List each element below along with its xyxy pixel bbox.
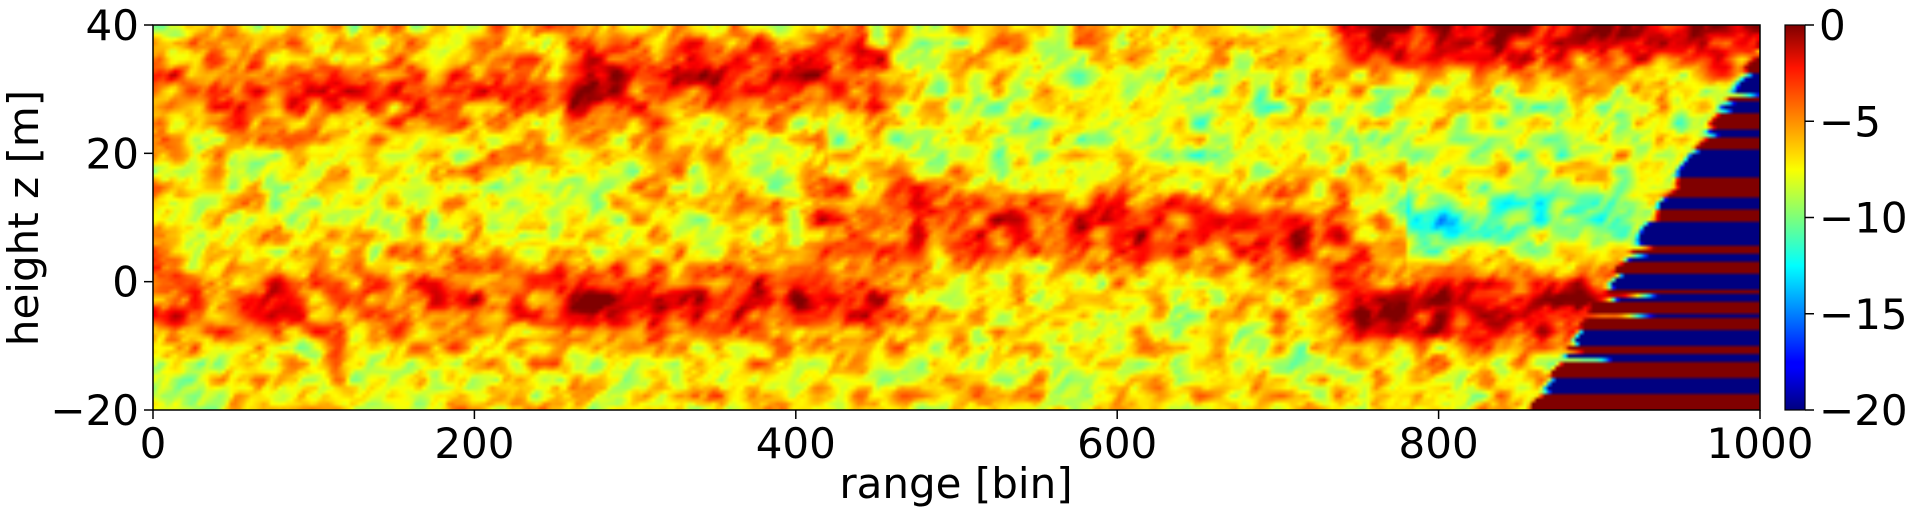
colorbar-tick-label: −10 (1819, 194, 1907, 243)
colorbar-ticks: 0 −5 −10 −15 −20 (1805, 1, 1907, 435)
x-tick-label: 0 (140, 419, 167, 468)
colorbar-tick-label: 0 (1819, 1, 1846, 50)
x-axis-label: range [bin] (839, 459, 1072, 508)
y-tick-label: 20 (86, 129, 139, 178)
colorbar-tick-label: −15 (1819, 290, 1907, 339)
x-tick-label: 600 (1077, 419, 1157, 468)
x-axis: 0 200 400 600 800 1000 (140, 410, 1814, 468)
heatmap-image (153, 25, 1760, 410)
x-tick-label: 800 (1399, 419, 1479, 468)
y-tick-label: −20 (50, 386, 139, 435)
y-axis-label: height z [m] (0, 90, 48, 346)
x-tick-label: 1000 (1707, 419, 1814, 468)
x-tick-label: 200 (434, 419, 514, 468)
heatmap-plot-area (152, 24, 1761, 411)
plot-frame (152, 24, 1761, 411)
colorbar-tick-label: −5 (1819, 97, 1881, 146)
y-axis: −20 0 20 40 (50, 1, 153, 435)
x-tick-label: 400 (756, 419, 836, 468)
y-tick-label: 0 (112, 258, 139, 307)
colorbar-gradient (1784, 24, 1806, 411)
y-tick-label: 40 (86, 1, 139, 50)
colorbar-tick-label: −20 (1819, 386, 1907, 435)
colorbar: 0 −5 −10 −15 −20 (1784, 1, 1907, 435)
